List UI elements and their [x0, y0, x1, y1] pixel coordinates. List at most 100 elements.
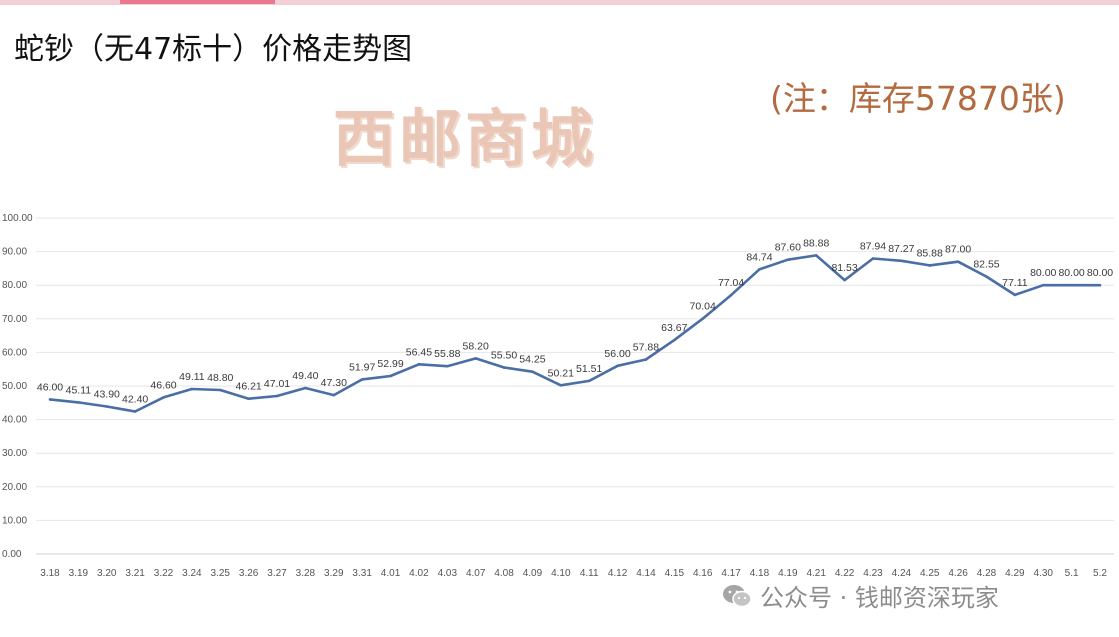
x-tick-label: 3.24 [182, 568, 202, 579]
x-tick-label: 4.10 [551, 568, 571, 579]
data-label: 70.04 [690, 301, 716, 313]
x-tick-label: 5.1 [1065, 568, 1079, 579]
x-tick-label: 4.14 [636, 568, 656, 579]
data-point [729, 293, 733, 297]
data-point [673, 338, 676, 342]
data-label: 82.55 [973, 259, 999, 271]
data-label: 47.30 [321, 377, 347, 389]
data-label: 47.01 [264, 378, 290, 390]
data-label: 87.60 [775, 242, 801, 254]
data-point [77, 401, 80, 404]
data-label: 77.04 [718, 277, 744, 289]
data-point [956, 260, 960, 263]
data-point [1070, 283, 1073, 287]
x-tick-label: 3.20 [97, 568, 117, 579]
footer-watermark: 公众号 · 钱邮资深玩家 [722, 578, 999, 613]
x-tick-label: 4.16 [693, 568, 713, 579]
data-label: 56.45 [406, 346, 432, 358]
y-tick-label: 100.00 [2, 213, 33, 224]
x-tick-label: 4.07 [466, 568, 486, 579]
data-point [275, 394, 279, 398]
data-label: 80.00 [1030, 267, 1056, 279]
x-tick-label: 3.29 [324, 568, 344, 579]
data-label: 48.80 [207, 372, 233, 384]
x-tick-label: 4.12 [608, 568, 628, 579]
price-trend-chart: 0.00 10.00 20.00 30.00 40.00 50.00 60.00 70.00 8… [2, 213, 1114, 579]
data-label: 50.21 [548, 367, 574, 379]
x-tick-label: 4.17 [721, 568, 741, 579]
data-label: 87.27 [888, 243, 914, 255]
data-label: 81.53 [831, 262, 857, 274]
data-point [502, 366, 506, 369]
y-tick-label: 70.00 [2, 314, 27, 325]
x-tick-label: 4.02 [409, 568, 429, 579]
y-tick-label: 30.00 [2, 448, 27, 459]
data-point [445, 364, 449, 368]
data-point [1041, 283, 1045, 287]
data-point [247, 397, 250, 401]
top-accent-bar [120, 0, 275, 4]
y-tick-label: 20.00 [2, 482, 27, 493]
y-tick-label: 60.00 [2, 347, 27, 358]
x-tick-label: 4.19 [778, 568, 798, 579]
x-tick-label: 4.09 [523, 568, 543, 579]
data-label: 46.21 [236, 381, 262, 393]
data-label: 63.67 [661, 322, 687, 334]
data-label: 84.74 [746, 251, 772, 263]
price-series-line [49, 254, 1100, 413]
top-decor-strip [0, 0, 1119, 5]
data-label: 43.90 [94, 388, 120, 400]
data-point [758, 267, 761, 271]
data-label: 88.88 [803, 237, 829, 249]
data-label: 52.99 [377, 358, 403, 370]
data-label: 85.88 [917, 247, 943, 259]
x-tick-label: 4.22 [835, 568, 855, 579]
data-label: 51.51 [576, 363, 602, 375]
data-point [587, 379, 591, 383]
data-point [531, 370, 534, 374]
data-point [786, 258, 790, 261]
data-point [644, 358, 648, 361]
data-point [843, 278, 846, 282]
x-tick-label: 3.22 [154, 568, 174, 579]
x-tick-label: 4.30 [1034, 568, 1054, 579]
x-tick-label: 4.23 [863, 568, 883, 579]
data-label: 49.40 [292, 370, 318, 382]
x-tick-label: 4.08 [494, 568, 514, 579]
data-label: 46.60 [150, 379, 176, 391]
y-tick-label: 90.00 [2, 247, 27, 258]
data-label: 55.50 [491, 350, 517, 362]
x-tick-label: 3.27 [267, 568, 287, 579]
x-tick-label: 4.15 [665, 568, 685, 579]
data-label: 45.11 [66, 384, 92, 396]
data-point [900, 259, 903, 263]
data-label: 42.40 [122, 394, 148, 406]
y-tick-label: 0.00 [2, 549, 22, 560]
x-tick-label: 4.25 [920, 568, 940, 579]
data-label: 80.00 [1087, 267, 1113, 279]
wechat-icon [723, 584, 752, 607]
data-point [162, 396, 165, 399]
data-point [474, 357, 477, 360]
x-tick-label: 3.21 [125, 568, 145, 579]
x-tick-label: 5.2 [1093, 568, 1107, 579]
y-tick-label: 40.00 [2, 415, 27, 426]
data-point [360, 378, 364, 381]
x-tick-label: 4.18 [750, 568, 770, 579]
x-tick-label: 4.21 [806, 568, 826, 579]
x-tick-label: 4.26 [948, 568, 968, 579]
x-tick-label: 3.26 [239, 568, 259, 579]
x-tick-label: 3.19 [69, 568, 89, 579]
x-tick-label: 4.03 [438, 568, 458, 579]
data-label: 87.00 [945, 244, 971, 256]
data-point [616, 364, 619, 368]
data-point [332, 393, 336, 397]
data-point [701, 317, 705, 320]
x-tick-label: 4.24 [892, 568, 912, 579]
data-point [559, 383, 563, 387]
data-point [928, 264, 932, 267]
shop-watermark: 西邮商城 [333, 102, 598, 175]
y-tick-label: 10.00 [2, 515, 27, 526]
data-label: 57.88 [633, 342, 659, 354]
data-point [417, 363, 421, 366]
